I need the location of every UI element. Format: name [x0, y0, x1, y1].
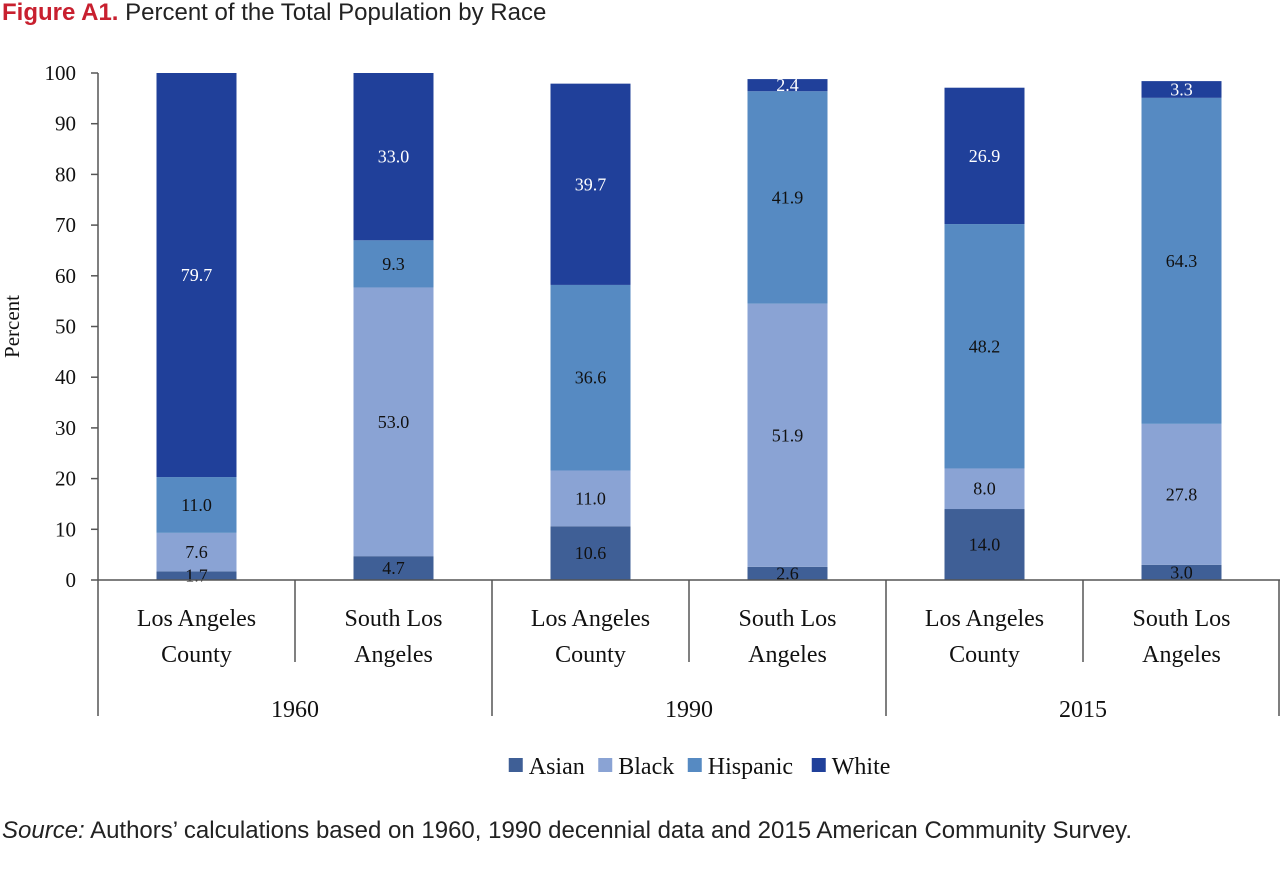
data-label: 39.7 [575, 174, 607, 194]
data-label: 8.0 [973, 479, 996, 499]
data-label: 33.0 [378, 147, 410, 167]
category-label: Angeles [354, 642, 433, 668]
source-prefix: Source: [2, 817, 85, 844]
legend-label: Black [618, 754, 674, 780]
data-label: 48.2 [969, 336, 1001, 356]
bar-segment-white [1141, 81, 1222, 98]
bar-segment-hispanic [550, 284, 631, 471]
group-label: 1990 [665, 697, 713, 723]
category-label: South Los [1132, 606, 1230, 632]
figure-title: Figure A1. Percent of the Total Populati… [2, 0, 546, 28]
data-label: 1.7 [185, 566, 208, 586]
data-label: 36.6 [575, 368, 607, 388]
category-label: South Los [344, 606, 442, 632]
category-label: County [949, 642, 1020, 668]
bar-segment-hispanic [156, 477, 237, 533]
bar-segment-asian [550, 526, 631, 580]
source-note: Source: Authors’ calculations based on 1… [2, 812, 1262, 850]
bar-segment-black [1141, 423, 1222, 565]
y-tick-label: 60 [55, 264, 76, 288]
bar-segment-white [747, 79, 828, 92]
data-label: 27.8 [1166, 484, 1198, 504]
data-label: 51.9 [772, 425, 804, 445]
data-label: 9.3 [382, 254, 405, 274]
group-label: 2015 [1059, 697, 1107, 723]
category-label: County [161, 642, 232, 668]
data-label: 4.7 [382, 558, 405, 578]
category-label: Los Angeles [137, 606, 256, 632]
data-label: 53.0 [378, 412, 410, 432]
legend-swatch-hispanic [687, 758, 702, 772]
category-label: Angeles [1142, 642, 1221, 668]
data-label: 64.3 [1166, 251, 1198, 271]
data-label: 79.7 [181, 265, 213, 285]
y-tick-label: 0 [66, 568, 77, 592]
bar-segment-black [156, 532, 237, 572]
data-label: 3.0 [1170, 562, 1193, 582]
legend-label: Asian [529, 754, 585, 780]
bar-segment-white [353, 73, 434, 241]
y-tick-label: 30 [55, 416, 76, 440]
data-label: 10.6 [575, 543, 607, 563]
y-tick-label: 40 [55, 365, 76, 389]
category-label: Los Angeles [531, 606, 650, 632]
y-tick-label: 70 [55, 213, 76, 237]
y-tick-label: 100 [45, 61, 77, 85]
legend-label: White [832, 754, 891, 780]
source-text: Authors’ calculations based on 1960, 199… [90, 817, 1133, 844]
category-label: County [555, 642, 626, 668]
data-label: 26.9 [969, 146, 1001, 166]
data-label: 2.4 [776, 75, 799, 95]
bar-segment-asian [156, 571, 237, 580]
figure-title-text: Percent of the Total Population by Race [125, 0, 547, 26]
bars [156, 73, 1222, 580]
bar-segment-white [944, 87, 1025, 225]
category-label: South Los [738, 606, 836, 632]
bar-segment-asian [944, 509, 1025, 580]
data-label: 11.0 [181, 495, 212, 515]
bar-segment-white [156, 73, 237, 478]
data-labels: 1.7 7.6 11.0 79.7 4.7 53.0 9.3 33.0 10.6 11.0 36.6… [181, 75, 1198, 586]
stacked-bar-chart: 0 10 20 30 40 50 60 70 80 90 100 Percent 1.7 7.6 11.0… [0, 61, 1280, 780]
bar-segment-asian [1141, 564, 1222, 580]
bar-segment-hispanic [944, 224, 1025, 469]
y-axis-label: Percent [0, 295, 24, 358]
data-label: 14.0 [969, 535, 1001, 555]
legend-swatch-black [598, 758, 613, 772]
y-tick-label: 80 [55, 162, 76, 186]
y-tick-label: 50 [55, 315, 76, 339]
data-label: 3.3 [1170, 79, 1193, 99]
y-tick-label: 90 [55, 112, 76, 136]
bar-segment-black [353, 287, 434, 557]
legend-swatch-white [811, 758, 826, 772]
y-tick-label: 10 [55, 517, 76, 541]
legend-swatch-asian [508, 758, 523, 772]
category-label: Angeles [748, 642, 827, 668]
data-label: 7.6 [185, 542, 208, 562]
y-tick-label: 20 [55, 467, 76, 491]
data-label: 11.0 [575, 488, 606, 508]
data-label: 2.6 [776, 563, 799, 583]
bar-segment-black [550, 470, 631, 527]
bar-segment-white [550, 83, 631, 285]
bar-segment-hispanic [353, 240, 434, 288]
bar-segment-asian [747, 566, 828, 580]
bar-segment-black [944, 468, 1025, 510]
legend: Asian Black Hispanic White [508, 754, 891, 780]
data-label: 41.9 [772, 187, 804, 207]
bar-segment-hispanic [747, 91, 828, 304]
legend-label: Hispanic [708, 754, 793, 780]
x-axis: Los Angeles County South Los Angeles Los Ang… [97, 579, 1280, 723]
group-label: 1960 [271, 697, 319, 723]
bar-segment-hispanic [1141, 97, 1222, 424]
category-label: Los Angeles [925, 606, 1044, 632]
bar-segment-asian [353, 556, 434, 580]
bar-segment-black [747, 303, 828, 567]
figure-label: Figure A1. [2, 0, 119, 26]
axes: 0 10 20 30 40 50 60 70 80 90 100 Percent [0, 61, 99, 592]
